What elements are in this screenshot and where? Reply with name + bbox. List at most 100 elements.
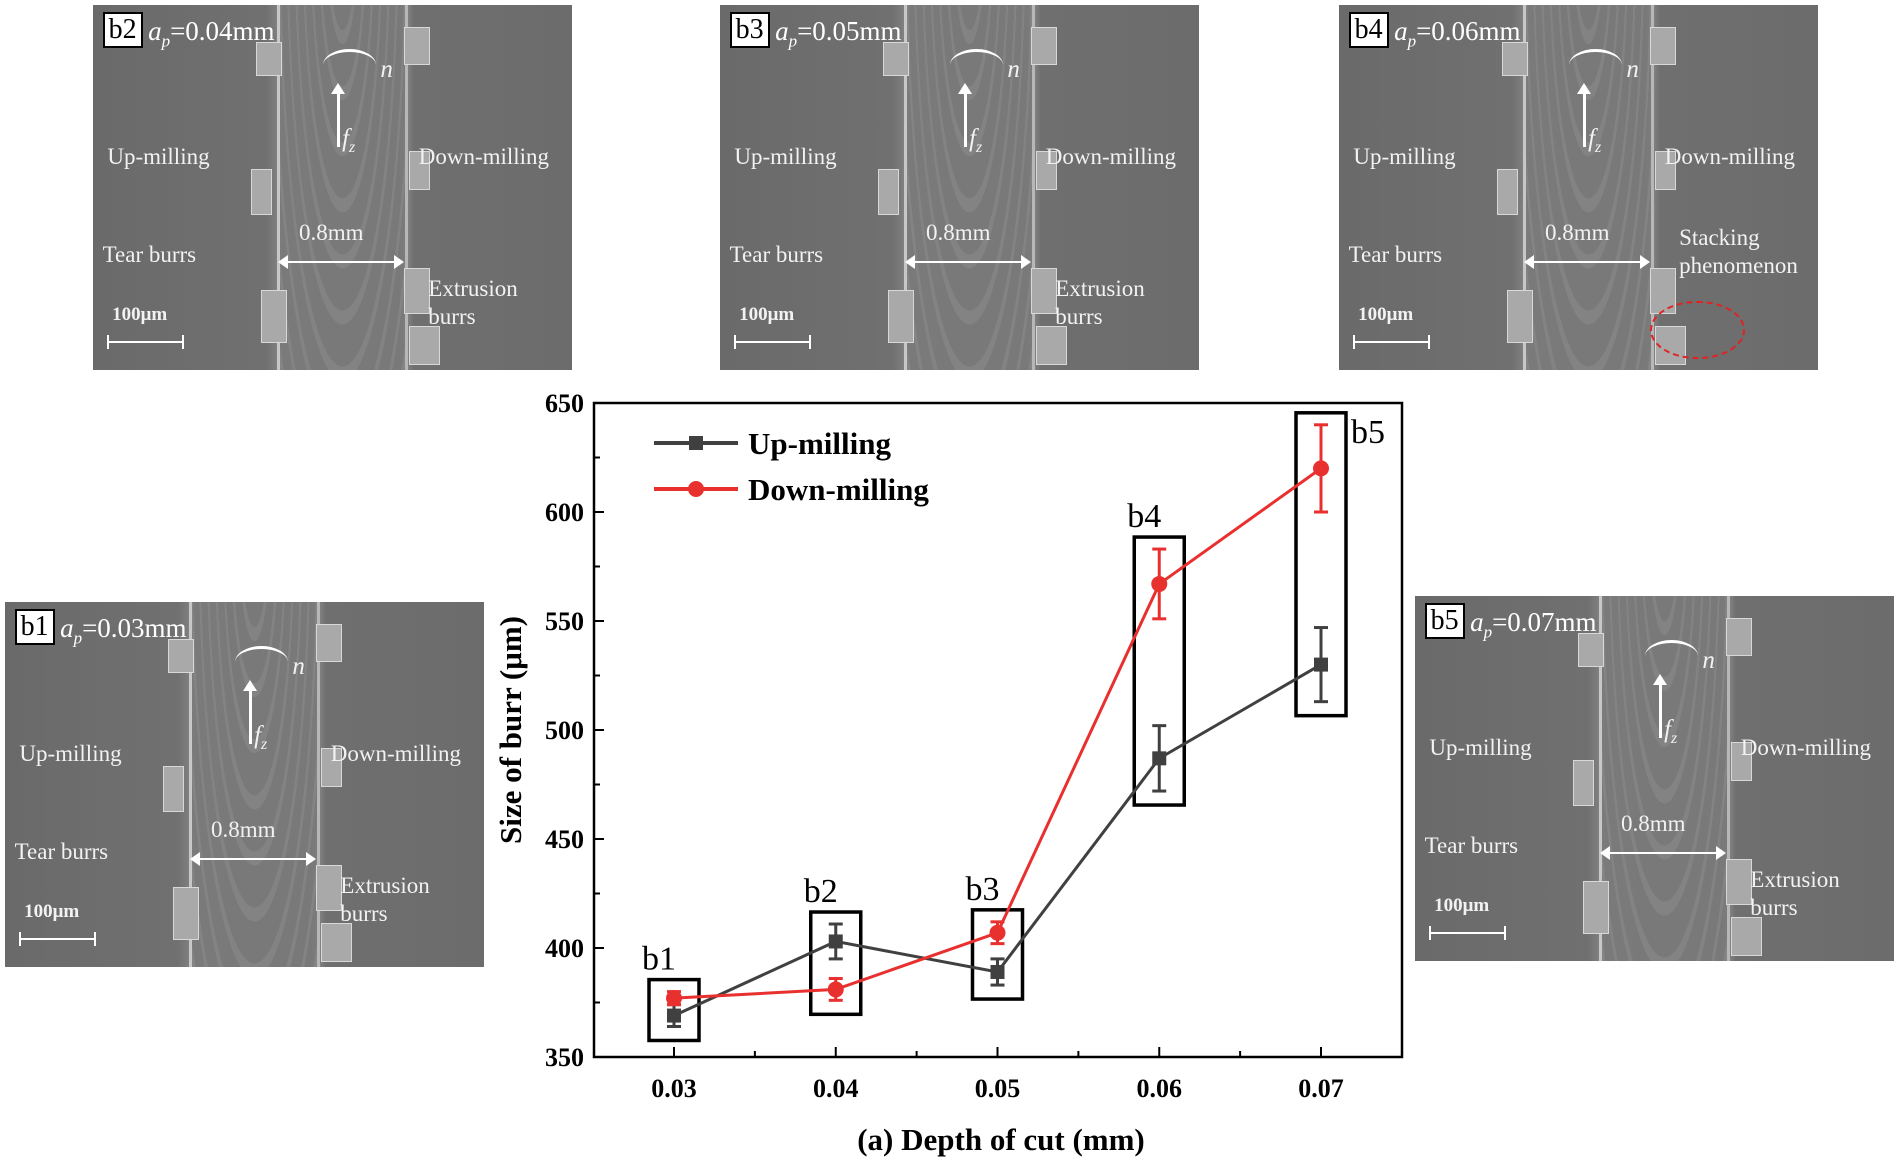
y-tick-label: 400	[545, 934, 584, 963]
feed-label: fz	[254, 722, 267, 754]
annotation-label-b2: b2	[804, 873, 838, 910]
rotation-arrow-icon	[1644, 639, 1698, 672]
rotation-arrow-icon	[1568, 48, 1622, 81]
burr-fragment	[404, 26, 431, 66]
depth-of-cut-label: ap=0.03mm	[60, 613, 186, 648]
slot-width-arrow-icon	[277, 254, 405, 269]
ap-symbol: ap	[60, 612, 83, 648]
extrusion-line-1: Extrusion	[1055, 276, 1145, 302]
annotation-label-b1: b1	[642, 941, 676, 978]
data-point	[667, 1008, 681, 1023]
y-tick-label: 550	[545, 607, 584, 636]
burr-fragment	[409, 326, 440, 365]
sem-panel-b1: b1 ap=0.03mm n fz Up-milling Down-milling Tear…	[5, 602, 484, 967]
burr-fragment	[251, 169, 273, 216]
data-point	[827, 981, 844, 998]
ap-value: =0.04mm	[170, 15, 275, 46]
burr-fragment	[1726, 617, 1753, 657]
feed-symbol: f	[254, 722, 262, 750]
feed-arrow-icon	[1653, 673, 1668, 739]
rotation-arrow-icon	[949, 48, 1003, 81]
up-milling-label: Up-milling	[734, 143, 837, 169]
burr-fragment	[1031, 267, 1058, 314]
burr-fragment	[316, 864, 343, 911]
burr-fragment	[1655, 151, 1677, 190]
extrusion-burrs-label: Extrusion burrs	[1750, 866, 1839, 922]
slot-width-arrow-icon	[1599, 845, 1727, 860]
scale-bar	[1429, 925, 1506, 940]
burr-fragment	[1731, 742, 1753, 781]
slot-width-arrow-icon	[189, 851, 317, 866]
down-milling-label: Down-milling	[1045, 143, 1177, 169]
scale-bar-label: 100μm	[739, 304, 795, 326]
ap-subscript: p	[788, 31, 798, 51]
down-milling-label: Down-milling	[1664, 143, 1796, 169]
annotation-box-b5	[1294, 411, 1348, 718]
scale-bar	[1353, 334, 1430, 349]
scale-bar	[107, 334, 184, 349]
annotation-box-b3	[970, 908, 1025, 1001]
annotation-label-b5: b5	[1351, 414, 1385, 451]
tear-burrs-label: Tear burrs	[102, 242, 197, 268]
extrusion-line-1: Extrusion	[340, 873, 430, 899]
down-milling-label: Down-milling	[418, 143, 550, 169]
depth-of-cut-label: ap=0.06mm	[1394, 16, 1520, 51]
burr-fragment	[321, 923, 352, 962]
feed-symbol: f	[969, 125, 977, 153]
x-tick-label: 0.05	[975, 1074, 1021, 1103]
feed-arrow-icon	[243, 679, 258, 745]
burr-fragment	[1036, 326, 1067, 365]
annotation-label-b4: b4	[1127, 498, 1161, 535]
rotation-label: n	[1007, 56, 1020, 84]
slot-width-arrow-icon	[1523, 254, 1651, 269]
depth-of-cut-label: ap=0.07mm	[1470, 607, 1596, 642]
burr-fragment	[172, 886, 199, 940]
scale-bar	[19, 931, 96, 946]
rotation-label: n	[1702, 647, 1715, 675]
data-point	[990, 964, 1005, 979]
slot-width-label: 0.8mm	[1620, 811, 1686, 837]
burr-fragment	[1501, 41, 1528, 77]
legend-label: Up-milling	[748, 426, 891, 461]
burr-fragment	[1506, 289, 1533, 343]
down-milling-label: Down-milling	[330, 740, 462, 766]
x-axis-label: (a) Depth of cut (mm)	[857, 1122, 1145, 1157]
legend-marker	[689, 436, 703, 450]
stacking-phenomenon-label: Stacking phenomenon	[1679, 224, 1798, 280]
feed-subscript: z	[1595, 139, 1602, 157]
stacking-highlight-ellipse	[1650, 300, 1746, 360]
burr-fragment	[1573, 760, 1595, 807]
feed-symbol: f	[1664, 716, 1672, 744]
burr-fragment	[1726, 858, 1753, 905]
ap-subscript: p	[161, 31, 171, 51]
series-line-down-milling	[673, 467, 1322, 1000]
panel-label: b5	[1424, 603, 1465, 640]
stacking-line-2: phenomenon	[1679, 253, 1798, 278]
sem-panel-b2: b2 ap=0.04mm n fz Up-milling Down-milling Tear…	[93, 5, 572, 370]
feed-subscript: z	[349, 139, 356, 157]
panel-label: b4	[1348, 12, 1389, 49]
slot-width-label: 0.8mm	[1544, 220, 1610, 246]
burr-fragment	[1036, 151, 1058, 190]
feed-arrow-icon	[1577, 82, 1592, 148]
panel-label: b2	[102, 12, 143, 49]
sem-panel-b3: b3 ap=0.05mm n fz Up-milling Down-milling Tear…	[720, 5, 1199, 370]
slot-width-label: 0.8mm	[298, 220, 364, 246]
annotation-box-b4	[1132, 535, 1186, 807]
ap-symbol: ap	[775, 15, 798, 51]
x-tick-label: 0.06	[1137, 1074, 1183, 1103]
data-point	[666, 990, 682, 1007]
feed-subscript: z	[261, 736, 268, 754]
tear-burrs-label: Tear burrs	[14, 839, 109, 865]
y-tick-label: 450	[545, 825, 584, 854]
depth-of-cut-label: ap=0.05mm	[775, 16, 901, 51]
sem-panel-b5: b5 ap=0.07mm n fz Up-milling Down-milling Tear…	[1415, 596, 1894, 961]
burr-fragment	[404, 267, 431, 314]
scale-bar	[734, 334, 811, 349]
scale-bar-label: 100μm	[112, 304, 168, 326]
burr-fragment	[1731, 917, 1762, 956]
down-milling-label: Down-milling	[1740, 734, 1872, 760]
burr-fragment	[1582, 880, 1609, 934]
data-point	[828, 934, 843, 949]
